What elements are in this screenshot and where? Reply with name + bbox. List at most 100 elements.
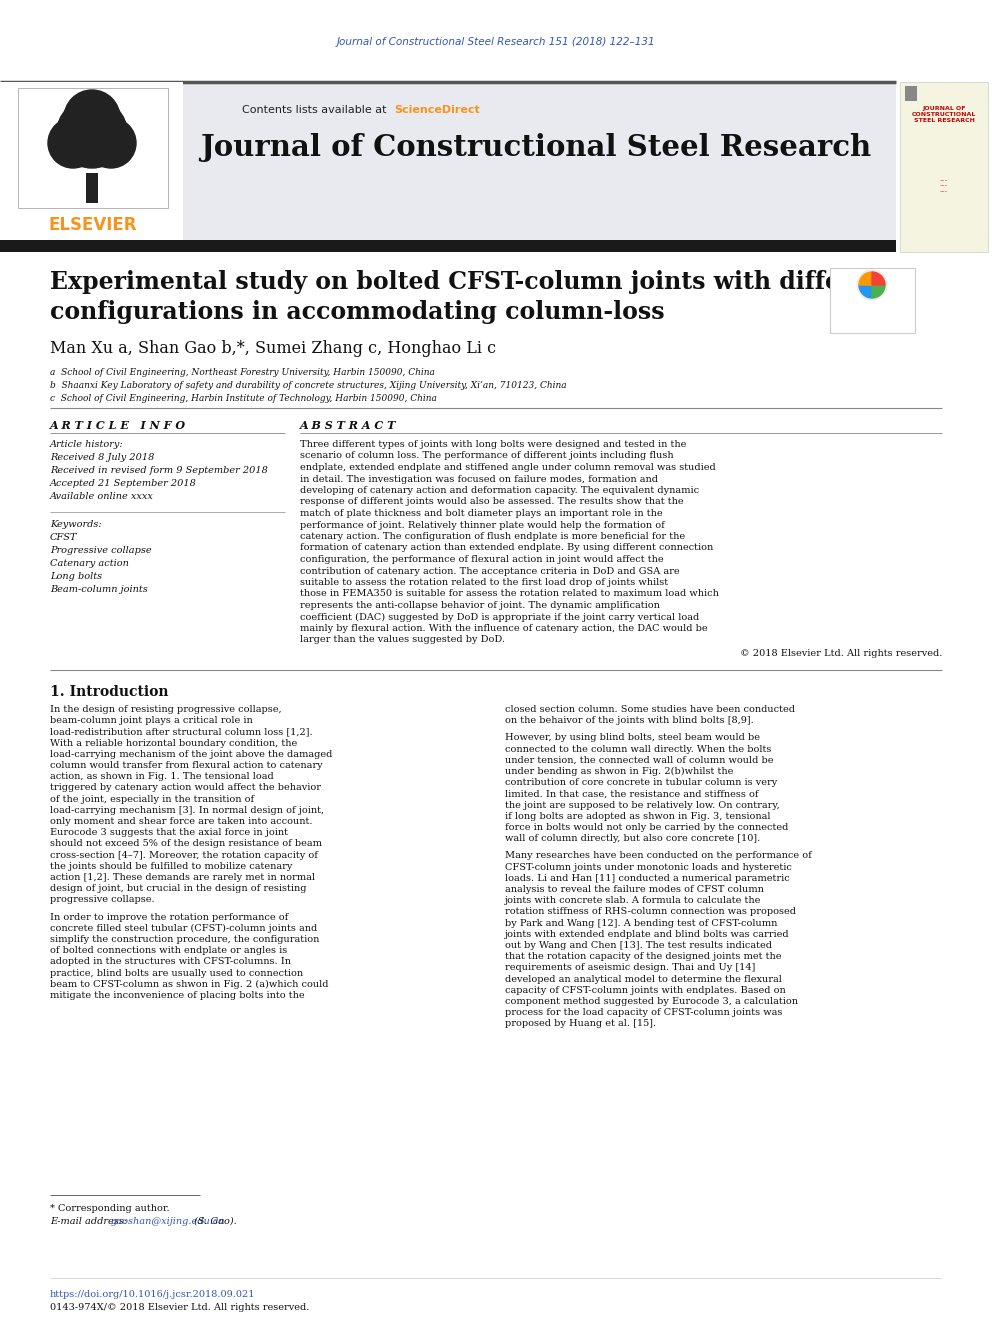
- Text: simplify the construction procedure, the configuration: simplify the construction procedure, the…: [50, 935, 319, 945]
- Text: if long bolts are adopted as shwon in Fig. 3, tensional: if long bolts are adopted as shwon in Fi…: [505, 812, 771, 820]
- Text: joints with concrete slab. A formula to calculate the: joints with concrete slab. A formula to …: [505, 896, 762, 905]
- Circle shape: [48, 118, 98, 168]
- Text: mainly by flexural action. With the influence of catenary action, the DAC would : mainly by flexural action. With the infl…: [300, 624, 707, 632]
- Text: concrete filled steel tubular (CFST)-column joints and: concrete filled steel tubular (CFST)-col…: [50, 923, 317, 933]
- Text: 0143-974X/© 2018 Elsevier Ltd. All rights reserved.: 0143-974X/© 2018 Elsevier Ltd. All right…: [50, 1303, 310, 1312]
- Text: should not exceed 5% of the design resistance of beam: should not exceed 5% of the design resis…: [50, 839, 322, 848]
- Text: Article history:: Article history:: [50, 441, 124, 448]
- Wedge shape: [859, 284, 872, 298]
- Text: c  School of Civil Engineering, Harbin Institute of Technology, Harbin 150090, C: c School of Civil Engineering, Harbin In…: [50, 394, 436, 404]
- Bar: [86, 173, 98, 202]
- Text: Eurocode 3 suggests that the axial force in joint: Eurocode 3 suggests that the axial force…: [50, 828, 288, 837]
- Bar: [830, 269, 915, 333]
- Text: configurations in accommodating column-loss: configurations in accommodating column-l…: [50, 300, 665, 324]
- Circle shape: [86, 108, 126, 148]
- Circle shape: [862, 275, 882, 295]
- Text: a  School of Civil Engineering, Northeast Forestry University, Harbin 150090, Ch: a School of Civil Engineering, Northeast…: [50, 368, 434, 377]
- Text: However, by using blind bolts, steel beam would be: However, by using blind bolts, steel bea…: [505, 733, 760, 742]
- Text: A B S T R A C T: A B S T R A C T: [300, 419, 397, 431]
- Text: of bolted connections with endplate or angles is: of bolted connections with endplate or a…: [50, 946, 288, 955]
- Text: Many researches have been conducted on the performance of: Many researches have been conducted on t…: [505, 852, 811, 860]
- Text: mitigate the inconvenience of placing bolts into the: mitigate the inconvenience of placing bo…: [50, 991, 305, 1000]
- Text: action [1,2]. These demands are rarely met in normal: action [1,2]. These demands are rarely m…: [50, 873, 315, 882]
- Text: Three different types of joints with long bolts were designed and tested in the: Three different types of joints with lon…: [300, 441, 686, 448]
- Text: –––
–––
–––: ––– ––– –––: [939, 179, 948, 194]
- Wedge shape: [859, 273, 872, 284]
- Text: ELSEVIER: ELSEVIER: [49, 216, 137, 234]
- Text: Journal of Constructional Steel Research 151 (2018) 122–131: Journal of Constructional Steel Research…: [336, 37, 656, 48]
- Wedge shape: [872, 273, 885, 284]
- Text: on the behaivor of the joints with blind bolts [8,9].: on the behaivor of the joints with blind…: [505, 716, 754, 725]
- Text: In the design of resisting progressive collapse,: In the design of resisting progressive c…: [50, 705, 282, 714]
- Text: (S. Gao).: (S. Gao).: [190, 1217, 236, 1226]
- Text: rotation stiffness of RHS-column connection was proposed: rotation stiffness of RHS-column connect…: [505, 908, 796, 917]
- Text: scenario of column loss. The performance of different joints including flush: scenario of column loss. The performance…: [300, 451, 674, 460]
- Text: formation of catenary action than extended endplate. By using different connecti: formation of catenary action than extend…: [300, 544, 713, 553]
- Circle shape: [58, 108, 98, 148]
- Text: closed section column. Some studies have been conducted: closed section column. Some studies have…: [505, 705, 795, 714]
- Text: beam-column joint plays a critical role in: beam-column joint plays a critical role …: [50, 716, 253, 725]
- Text: JOURNAL OF
CONSTRUCTIONAL
STEEL RESEARCH: JOURNAL OF CONSTRUCTIONAL STEEL RESEARCH: [912, 106, 976, 123]
- Text: Long bolts: Long bolts: [50, 572, 102, 581]
- Text: analysis to reveal the failure modes of CFST column: analysis to reveal the failure modes of …: [505, 885, 764, 894]
- Text: endplate, extended endplate and stiffened angle under column removal was studied: endplate, extended endplate and stiffene…: [300, 463, 716, 472]
- Circle shape: [64, 90, 120, 146]
- Text: Received in revised form 9 September 2018: Received in revised form 9 September 201…: [50, 466, 268, 475]
- Circle shape: [57, 98, 127, 168]
- Text: larger than the values suggested by DoD.: larger than the values suggested by DoD.: [300, 635, 505, 644]
- Text: configuration, the performance of flexural action in joint would affect the: configuration, the performance of flexur…: [300, 556, 664, 564]
- Text: progressive collapse.: progressive collapse.: [50, 896, 155, 905]
- Text: Accepted 21 September 2018: Accepted 21 September 2018: [50, 479, 196, 488]
- Text: ScienceDirect: ScienceDirect: [394, 105, 480, 115]
- Text: of the joint, especially in the transition of: of the joint, especially in the transiti…: [50, 795, 254, 803]
- Text: developing of catenary action and deformation capacity. The equivalent dynamic: developing of catenary action and deform…: [300, 486, 699, 495]
- Text: under tension, the connected wall of column would be: under tension, the connected wall of col…: [505, 755, 774, 765]
- Bar: [900, 82, 988, 251]
- Text: © 2018 Elsevier Ltd. All rights reserved.: © 2018 Elsevier Ltd. All rights reserved…: [740, 650, 942, 658]
- Text: CFST: CFST: [50, 533, 77, 542]
- Text: action, as shown in Fig. 1. The tensional load: action, as shown in Fig. 1. The tensiona…: [50, 773, 274, 781]
- Text: gaoshan@xijing.edu.cn: gaoshan@xijing.edu.cn: [111, 1217, 225, 1226]
- Text: Beam-column joints: Beam-column joints: [50, 585, 148, 594]
- Text: * Corresponding author.: * Corresponding author.: [50, 1204, 170, 1213]
- Text: capacity of CFST-column joints with endplates. Based on: capacity of CFST-column joints with endp…: [505, 986, 786, 995]
- Text: represents the anti-collapse behavior of joint. The dynamic amplification: represents the anti-collapse behavior of…: [300, 601, 660, 610]
- Text: connected to the column wall directly. When the bolts: connected to the column wall directly. W…: [505, 745, 772, 754]
- Text: cross-section [4–7]. Moreover, the rotation capacity of: cross-section [4–7]. Moreover, the rotat…: [50, 851, 317, 860]
- Text: joints with extended endplate and blind bolts was carried: joints with extended endplate and blind …: [505, 930, 790, 939]
- Text: A R T I C L E   I N F O: A R T I C L E I N F O: [50, 419, 186, 431]
- Text: under bending as shwon in Fig. 2(b)whilst the: under bending as shwon in Fig. 2(b)whils…: [505, 767, 733, 777]
- Text: loads. Li and Han [11] conducted a numerical parametric: loads. Li and Han [11] conducted a numer…: [505, 873, 790, 882]
- Text: contribution of catenary action. The acceptance criteria in DoD and GSA are: contribution of catenary action. The acc…: [300, 566, 680, 576]
- Text: In order to improve the rotation performance of: In order to improve the rotation perform…: [50, 913, 289, 922]
- Text: match of plate thickness and bolt diameter plays an important role in the: match of plate thickness and bolt diamet…: [300, 509, 663, 519]
- Bar: [0, 82, 896, 239]
- Bar: [0, 82, 183, 239]
- Text: those in FEMA350 is suitable for assess the rotation related to maximum load whi: those in FEMA350 is suitable for assess …: [300, 590, 719, 598]
- Text: that the rotation capacity of the designed joints met the: that the rotation capacity of the design…: [505, 953, 782, 962]
- Bar: [905, 86, 917, 101]
- Text: only moment and shear force are taken into account.: only moment and shear force are taken in…: [50, 818, 312, 826]
- Text: Keywords:: Keywords:: [50, 520, 101, 529]
- Circle shape: [857, 270, 887, 300]
- Text: in detail. The investigation was focused on failure modes, formation and: in detail. The investigation was focused…: [300, 475, 658, 483]
- Text: Experimental study on bolted CFST-column joints with different: Experimental study on bolted CFST-column…: [50, 270, 896, 294]
- Text: component method suggested by Eurocode 3, a calculation: component method suggested by Eurocode 3…: [505, 998, 798, 1005]
- Text: developed an analytical model to determine the flexural: developed an analytical model to determi…: [505, 975, 782, 983]
- Text: adopted in the structures with CFST-columns. In: adopted in the structures with CFST-colu…: [50, 958, 291, 966]
- Text: coefficient (DAC) suggested by DoD is appropriate if the joint carry vertical lo: coefficient (DAC) suggested by DoD is ap…: [300, 613, 699, 622]
- Text: column would transfer from flexural action to catenary: column would transfer from flexural acti…: [50, 761, 322, 770]
- Text: load-carrying mechanism of the joint above the damaged: load-carrying mechanism of the joint abo…: [50, 750, 332, 759]
- Text: CFST-column joints under monotonic loads and hysteretic: CFST-column joints under monotonic loads…: [505, 863, 792, 872]
- Text: the joints should be fulfilled to mobilize catenary: the joints should be fulfilled to mobili…: [50, 861, 293, 871]
- Text: load-carrying mechanism [3]. In normal design of joint,: load-carrying mechanism [3]. In normal d…: [50, 806, 324, 815]
- Text: performance of joint. Relatively thinner plate would help the formation of: performance of joint. Relatively thinner…: [300, 520, 665, 529]
- Text: E-mail address:: E-mail address:: [50, 1217, 130, 1226]
- Text: response of different joints would also be assessed. The results show that the: response of different joints would also …: [300, 497, 683, 507]
- Circle shape: [86, 118, 136, 168]
- Text: Catenary action: Catenary action: [50, 560, 129, 568]
- Text: Contents lists available at: Contents lists available at: [242, 105, 390, 115]
- Wedge shape: [872, 284, 885, 298]
- Text: catenary action. The configuration of flush endplate is more beneficial for the: catenary action. The configuration of fl…: [300, 532, 685, 541]
- Text: process for the load capacity of CFST-column joints was: process for the load capacity of CFST-co…: [505, 1008, 783, 1017]
